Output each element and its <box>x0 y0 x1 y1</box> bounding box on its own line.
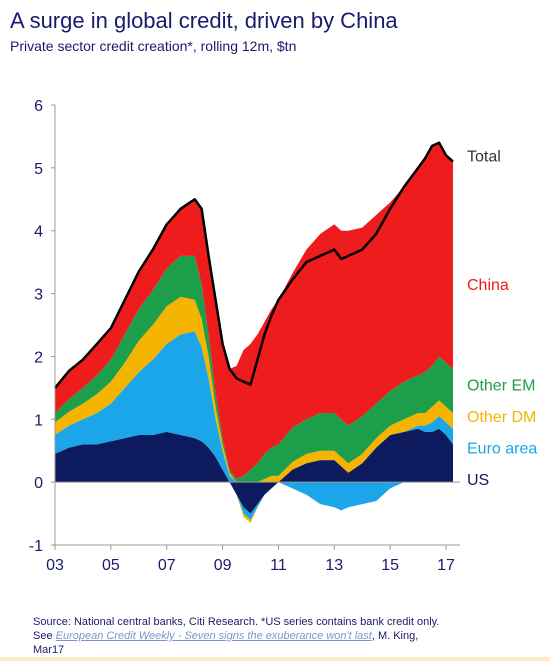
footer-divider <box>0 657 550 661</box>
area-china <box>55 142 453 479</box>
chart-title: A surge in global credit, driven by Chin… <box>10 8 398 33</box>
label-other-dm: Other DM <box>467 409 536 426</box>
x-tick-label: 07 <box>158 557 176 574</box>
x-tick-label: 13 <box>325 557 343 574</box>
area-other-dm <box>55 296 453 483</box>
y-tick-label: 4 <box>34 224 43 241</box>
source-link[interactable]: European Credit Weekly - Seven signs the… <box>55 630 372 642</box>
x-tick-label: 17 <box>437 557 455 574</box>
label-us: US <box>467 472 489 489</box>
source-note: Source: National central banks, Citi Res… <box>33 615 533 657</box>
label-other-em: Other EM <box>467 378 535 395</box>
y-tick-label: 3 <box>34 287 43 304</box>
source-date: Mar17 <box>33 644 65 656</box>
area-neg-other-dm <box>55 482 453 523</box>
x-tick-label: 05 <box>102 557 120 574</box>
chart-subtitle: Private sector credit creation*, rolling… <box>10 38 297 54</box>
x-tick-label: 09 <box>214 557 232 574</box>
y-tick-label: 2 <box>34 349 43 366</box>
series-line-total <box>54 141 454 389</box>
label-china: China <box>467 277 509 294</box>
source-text: Source: National central banks, Citi Res… <box>33 616 440 628</box>
x-tick-label: 15 <box>381 557 399 574</box>
label-total: Total <box>467 148 501 165</box>
area-other-em <box>55 255 453 483</box>
area-neg-euro-area <box>55 482 453 520</box>
source-author: , M. King, <box>371 630 419 642</box>
area-neg-us <box>55 482 453 514</box>
area-us <box>55 428 453 483</box>
x-tick-label: 03 <box>46 557 64 574</box>
y-tick-label: 5 <box>34 161 43 178</box>
source-see: See <box>33 630 56 642</box>
label-euro-area: Euro area <box>467 441 537 458</box>
area-euro-area <box>55 331 453 483</box>
x-tick-label: 11 <box>270 557 287 574</box>
y-tick-label: 1 <box>34 412 43 429</box>
y-tick-label: 0 <box>34 475 43 492</box>
y-tick-label: -1 <box>29 538 43 555</box>
y-tick-label: 6 <box>34 98 43 115</box>
chart-svg: -1 0 1 2 3 4 5 6 03 05 07 09 11 13 15 17 Total China Other… <box>29 98 538 574</box>
